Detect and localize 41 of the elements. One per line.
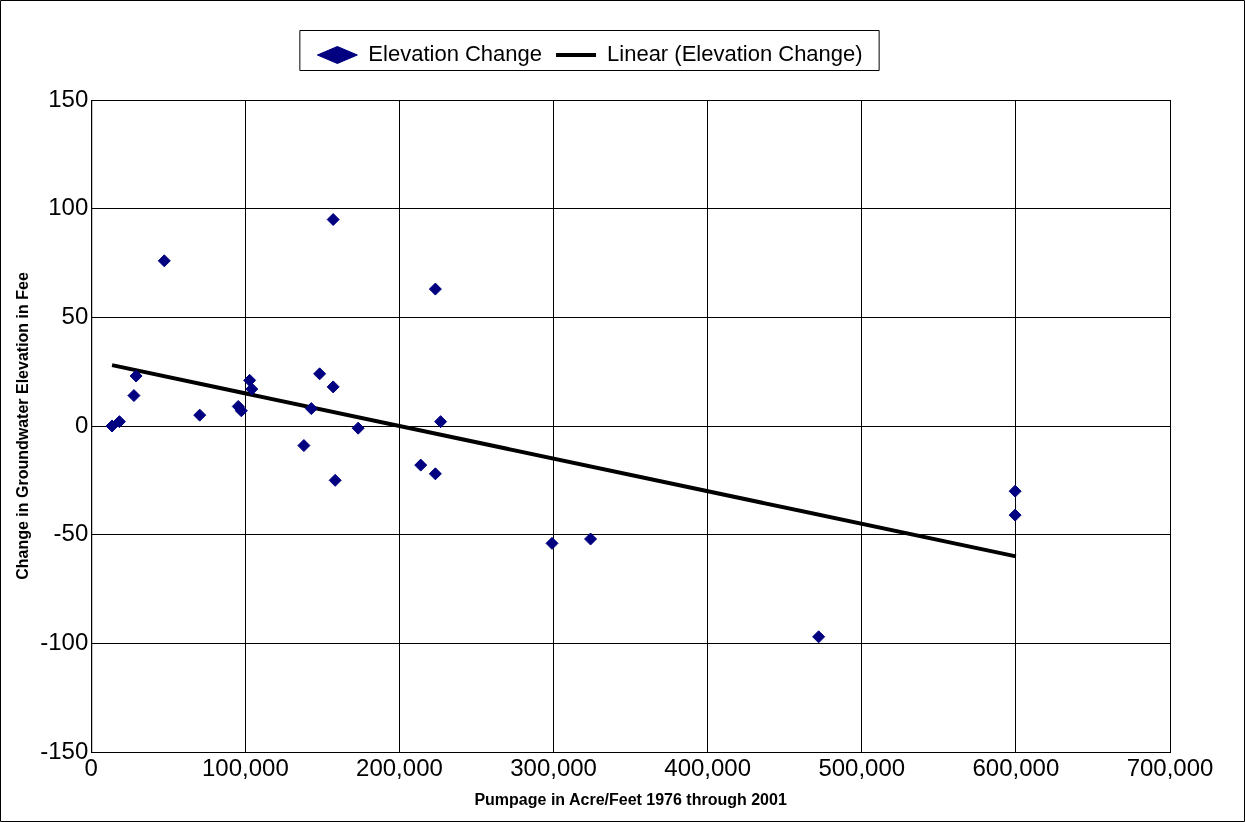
point: [112, 415, 126, 429]
point: [243, 373, 257, 387]
point: [245, 382, 259, 396]
point: [129, 369, 143, 383]
point: [127, 389, 141, 403]
y-tick-label: 100: [48, 193, 89, 221]
point: [584, 532, 598, 546]
y-tick-label: 150: [48, 84, 89, 112]
point: [326, 380, 340, 394]
point: [1008, 508, 1022, 522]
point: [157, 254, 171, 268]
x-tick-label: 700,000: [1126, 754, 1214, 782]
x-axis-title: Pumpage in Acre/Feet 1976 through 2001: [474, 790, 787, 808]
point: [328, 473, 342, 487]
point: [434, 415, 448, 429]
point: [313, 367, 327, 381]
point: [326, 213, 340, 227]
x-tick-label: 300,000: [510, 754, 597, 782]
point: [414, 458, 428, 472]
point: [297, 439, 311, 453]
point: [304, 402, 318, 416]
x-tick-label: 500,000: [818, 754, 906, 782]
point: [351, 421, 365, 435]
y-axis-title: Change in Groundwater Elevation in Fee: [14, 272, 32, 580]
point: [545, 536, 559, 550]
x-tick-label: 200,000: [356, 754, 443, 782]
x-tick-label: 400,000: [664, 754, 752, 782]
y-tick-label: 50: [61, 301, 89, 329]
point: [234, 404, 248, 418]
point: [193, 408, 207, 422]
point: [812, 630, 826, 644]
point: [428, 282, 442, 296]
point: [428, 467, 442, 481]
legend-label: Elevation Change: [368, 41, 543, 67]
x-tick-label: 600,000: [972, 754, 1060, 782]
y-tick-label: -100: [40, 627, 89, 655]
x-tick-label: 100,000: [201, 754, 289, 782]
point: [1008, 484, 1022, 498]
y-tick-label: 0: [74, 410, 89, 438]
legend-label: Linear (Elevation Change): [607, 41, 863, 67]
y-tick-label: -50: [53, 519, 89, 547]
